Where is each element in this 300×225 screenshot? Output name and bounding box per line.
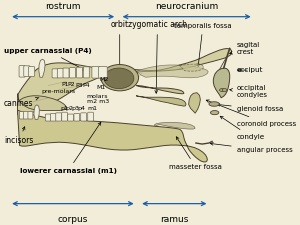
Text: glenoid fossa: glenoid fossa (217, 103, 283, 112)
Text: P4: P4 (82, 83, 90, 88)
FancyBboxPatch shape (88, 112, 94, 121)
Text: m2 m3: m2 m3 (87, 99, 110, 104)
Text: lowerer carnassial (m1): lowerer carnassial (m1) (20, 122, 117, 174)
Polygon shape (39, 59, 45, 77)
Text: angular process: angular process (210, 142, 292, 153)
Polygon shape (213, 68, 230, 98)
Text: p1: p1 (61, 106, 68, 111)
FancyBboxPatch shape (62, 112, 68, 121)
Polygon shape (179, 64, 204, 71)
Text: upper carnassial (P4): upper carnassial (P4) (4, 47, 92, 70)
Ellipse shape (220, 89, 224, 92)
FancyBboxPatch shape (70, 68, 76, 78)
FancyBboxPatch shape (83, 67, 89, 78)
Text: sagital
crest: sagital crest (230, 42, 260, 55)
FancyBboxPatch shape (57, 68, 63, 78)
Polygon shape (189, 93, 200, 113)
Text: p4: p4 (77, 106, 86, 111)
Text: orbit: orbit (111, 20, 129, 71)
Text: M1: M1 (96, 85, 105, 90)
FancyBboxPatch shape (19, 112, 24, 119)
Polygon shape (136, 65, 208, 78)
FancyBboxPatch shape (45, 114, 51, 121)
Text: molars: molars (87, 94, 108, 99)
FancyBboxPatch shape (19, 65, 25, 77)
FancyBboxPatch shape (92, 67, 100, 78)
FancyBboxPatch shape (23, 112, 28, 119)
Text: coronoid process: coronoid process (206, 100, 296, 126)
Text: rostrum: rostrum (45, 2, 81, 11)
Text: masseter fossa: masseter fossa (169, 137, 222, 170)
Text: pre-molars: pre-molars (41, 89, 75, 94)
Text: corpus: corpus (58, 215, 88, 224)
Polygon shape (17, 110, 207, 162)
Text: m1: m1 (87, 106, 97, 111)
FancyBboxPatch shape (74, 113, 80, 121)
FancyBboxPatch shape (50, 113, 56, 121)
Ellipse shape (222, 89, 227, 92)
Polygon shape (34, 105, 39, 119)
Polygon shape (136, 86, 184, 94)
FancyBboxPatch shape (56, 113, 61, 121)
Text: zygomatic arch: zygomatic arch (128, 20, 187, 93)
Text: M2: M2 (99, 77, 109, 82)
FancyBboxPatch shape (24, 66, 30, 77)
FancyBboxPatch shape (81, 113, 86, 121)
Text: P2: P2 (68, 82, 75, 87)
Text: incisors: incisors (4, 127, 33, 146)
FancyBboxPatch shape (28, 67, 35, 76)
FancyBboxPatch shape (68, 114, 74, 121)
Polygon shape (154, 122, 195, 129)
Text: occipital
condyles: occipital condyles (230, 85, 268, 98)
Text: condyle: condyle (220, 116, 265, 140)
FancyBboxPatch shape (99, 67, 107, 78)
FancyBboxPatch shape (52, 69, 58, 78)
FancyBboxPatch shape (63, 68, 69, 78)
FancyBboxPatch shape (76, 67, 82, 78)
Text: neurocranium: neurocranium (155, 2, 218, 11)
Text: P1: P1 (61, 82, 69, 87)
Polygon shape (136, 96, 186, 106)
Text: occiput: occiput (237, 67, 263, 73)
Ellipse shape (211, 110, 219, 115)
Text: ramus: ramus (160, 215, 188, 224)
Polygon shape (17, 49, 232, 115)
Ellipse shape (101, 65, 139, 91)
Polygon shape (17, 94, 66, 110)
Text: p3: p3 (71, 106, 80, 111)
FancyBboxPatch shape (28, 112, 33, 119)
Text: P3: P3 (75, 83, 83, 88)
Text: temporalis fossa: temporalis fossa (174, 23, 232, 67)
Text: canines: canines (4, 97, 39, 108)
Text: p2: p2 (66, 106, 74, 111)
Ellipse shape (209, 102, 219, 106)
Ellipse shape (104, 68, 134, 89)
